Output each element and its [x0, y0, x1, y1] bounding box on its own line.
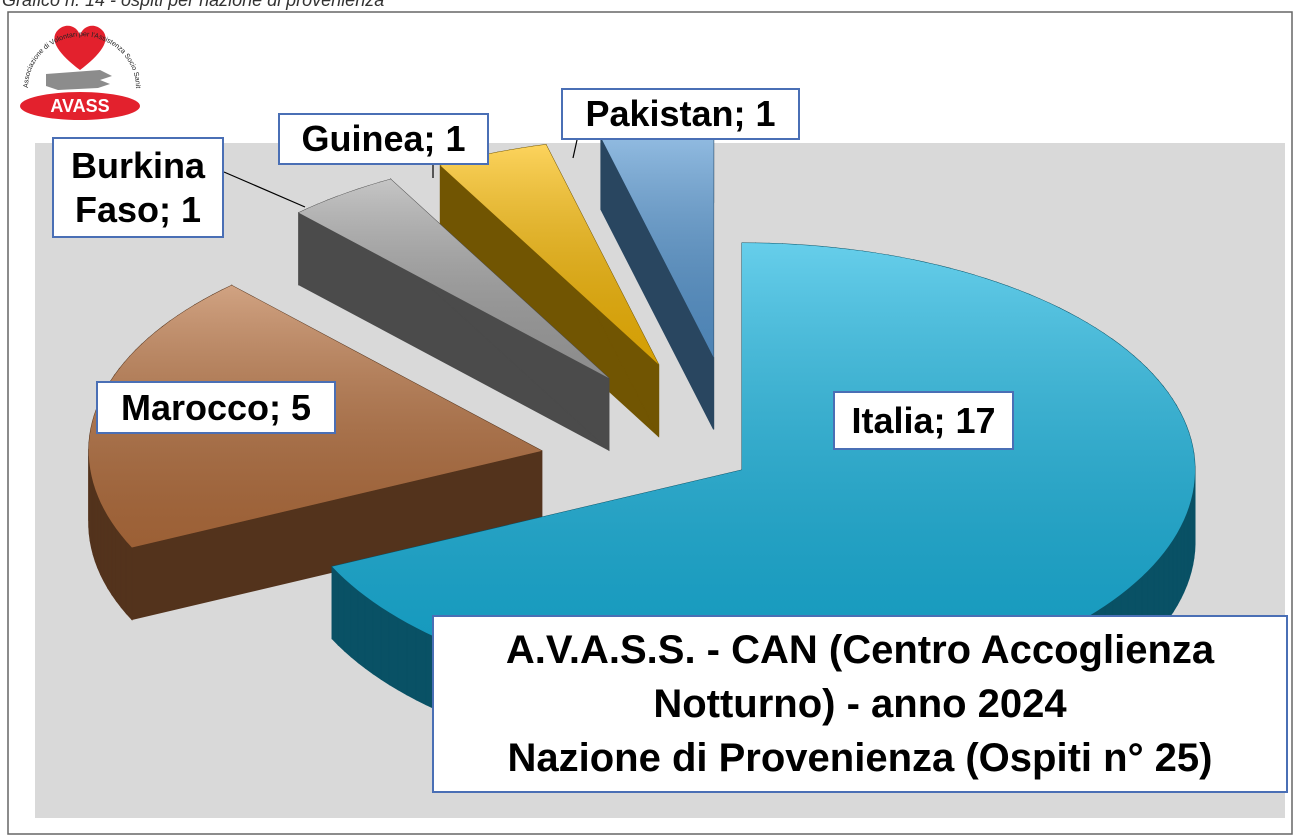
- slice-side: [1176, 526, 1182, 606]
- slice-side: [115, 527, 122, 609]
- slice-side: [372, 600, 382, 681]
- logo-name: AVASS: [50, 96, 109, 116]
- slice-side: [364, 595, 374, 675]
- slice: [600, 129, 715, 430]
- leader-line: [223, 171, 306, 208]
- logo-oval: [20, 92, 140, 120]
- slice-side: [337, 571, 345, 652]
- data-label: Guinea; 1: [278, 113, 489, 165]
- data-label: Pakistan; 1: [561, 88, 800, 140]
- slice-shine: [440, 144, 659, 365]
- slice-side: [1172, 531, 1178, 614]
- slice-side: [331, 565, 339, 646]
- slice-shine: [332, 243, 1195, 697]
- logo-heart: [54, 25, 106, 71]
- slice-side: [406, 621, 417, 701]
- chart-title: A.V.A.S.S. - CAN (Centro Accoglienza Not…: [432, 615, 1288, 793]
- slice-side: [1168, 537, 1174, 620]
- slice: [298, 178, 610, 452]
- slice-side: [343, 577, 352, 658]
- slice-side: [107, 514, 113, 597]
- data-label: Italia; 17: [833, 391, 1014, 450]
- slice: [439, 144, 660, 438]
- data-label: Marocco; 5: [96, 381, 336, 434]
- slice-side: [397, 616, 408, 696]
- slice-side: [120, 533, 127, 615]
- slice: [331, 242, 1196, 770]
- data-label: Burkina Faso; 1: [52, 137, 224, 238]
- slice-side: [357, 589, 366, 670]
- slice-side: [1163, 544, 1170, 626]
- slice-side: [111, 520, 117, 603]
- leader-line: [572, 139, 578, 159]
- slice-side: [380, 606, 390, 686]
- caption: Grafico n. 14 - ospiti per nazione di pr…: [2, 0, 385, 10]
- slice-shine: [600, 130, 714, 358]
- slice-side: [350, 583, 359, 664]
- slice-side: [125, 540, 133, 621]
- leader-lines: [223, 139, 578, 208]
- slice-side: [415, 626, 427, 706]
- logo-hand: [46, 70, 112, 90]
- slice-side: [103, 507, 109, 590]
- slice-side: [388, 611, 399, 691]
- slice-shine: [298, 179, 609, 379]
- pie: [88, 129, 1196, 770]
